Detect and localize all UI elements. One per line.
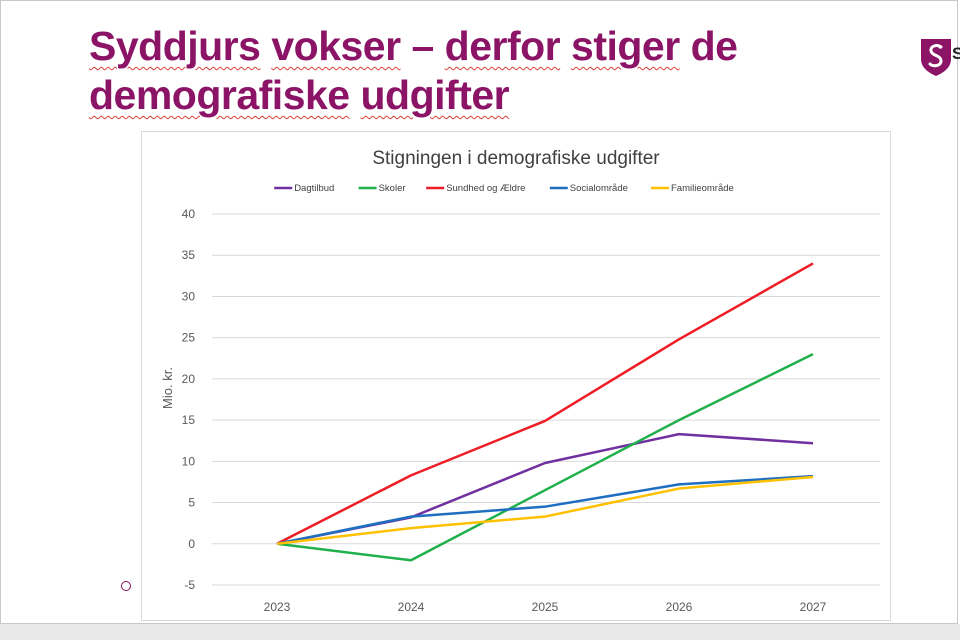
title-word: derfor xyxy=(444,23,561,69)
y-tick-label: -5 xyxy=(184,578,195,592)
y-tick-label: 20 xyxy=(182,372,196,386)
syddjurs-logo-icon xyxy=(921,39,951,76)
y-tick-label: 35 xyxy=(182,248,196,262)
x-tick-label: 2027 xyxy=(800,600,827,614)
x-tick-label: 2023 xyxy=(264,600,291,614)
title-word: demografiske xyxy=(89,72,350,118)
title-dash: – xyxy=(400,23,445,69)
title-space xyxy=(350,72,361,118)
chart-frame: Stigningen i demografiske udgifter Dagti… xyxy=(141,131,891,621)
bottom-strip xyxy=(0,624,960,640)
series-line-familieområde xyxy=(276,475,814,546)
x-tick-label: 2026 xyxy=(666,600,693,614)
title-de: de xyxy=(679,23,738,69)
legend-label: Skoler xyxy=(379,183,406,194)
logo-text: S xyxy=(952,44,960,63)
y-tick-label: 30 xyxy=(182,289,196,303)
y-tick-label: 10 xyxy=(182,454,196,468)
chart-legend: Dagtilbud Skoler Sundhed og Ældre Socialomr… xyxy=(274,183,734,194)
y-axis-label: Mio. kr. xyxy=(160,367,175,409)
legend-label: Dagtilbud xyxy=(294,183,334,194)
title-word: vokser xyxy=(271,23,401,69)
y-tick-label: 0 xyxy=(188,537,195,551)
y-tick-label: 40 xyxy=(182,207,196,221)
y-tick-label: 15 xyxy=(182,413,196,427)
title-space xyxy=(260,23,271,69)
chart-series xyxy=(276,262,814,562)
legend-label: Familieområde xyxy=(671,183,734,194)
title-word: stiger xyxy=(571,23,680,69)
series-line-skoler xyxy=(276,353,814,562)
line-chart: Stigningen i demografiske udgifter Dagti… xyxy=(160,148,880,614)
chart-title: Stigningen i demografiske udgifter xyxy=(372,148,660,169)
y-tick-label: 25 xyxy=(182,331,196,345)
slide-marker-icon xyxy=(121,581,131,591)
title-word: udgifter xyxy=(360,72,510,118)
x-axis: 2023 2024 2025 2026 2027 xyxy=(264,600,827,614)
y-axis: -5 0 5 10 15 20 25 30 35 40 xyxy=(182,207,196,592)
legend-label: Socialområde xyxy=(570,183,628,194)
title-space xyxy=(560,23,571,69)
x-tick-label: 2024 xyxy=(398,600,425,614)
series-line-sundhed-og-ældre xyxy=(276,262,814,545)
series-line-socialområde xyxy=(276,474,814,546)
y-tick-label: 5 xyxy=(188,496,195,510)
chart-grid xyxy=(212,213,880,586)
legend-label: Sundhed og Ældre xyxy=(446,183,525,194)
x-tick-label: 2025 xyxy=(532,600,559,614)
title-word: Syddjurs xyxy=(89,23,261,69)
slide-title: Syddjurs vokser – derfor stiger de demog… xyxy=(89,22,889,120)
